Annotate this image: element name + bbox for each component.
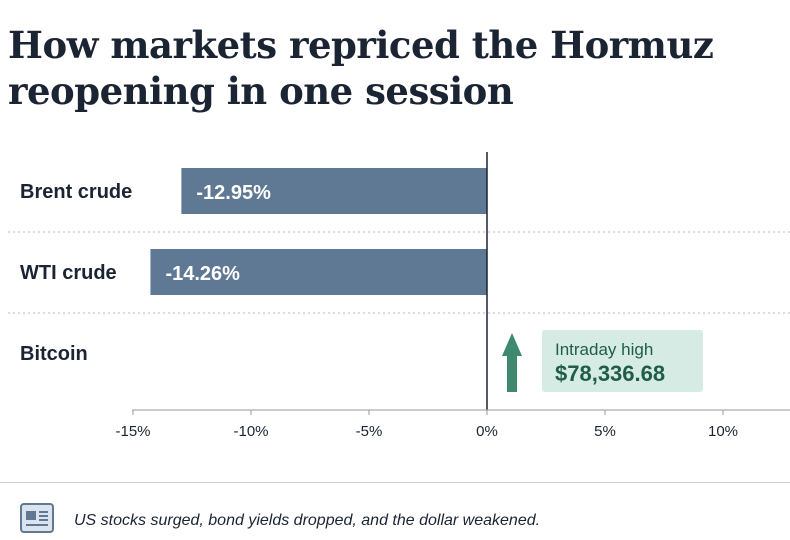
bar-chart: Brent crude -12.95% WTI crude -14.26% Bitcoi…: [8, 152, 790, 440]
annotation-value: $78,336.68: [555, 361, 665, 386]
annotation-label: Intraday high: [555, 340, 653, 359]
x-tick-label: 10%: [708, 423, 738, 440]
chart-title: How markets repriced the Hormuz reopenin…: [8, 23, 714, 113]
bar-value-label: -14.26%: [165, 263, 240, 285]
bar: [181, 168, 487, 214]
footer: US stocks surged, bond yields dropped, a…: [20, 502, 540, 539]
x-tick-label: -5%: [356, 423, 383, 440]
category-label: WTI crude: [20, 262, 117, 284]
arrow-up-icon: [502, 333, 522, 392]
bar-value-label: -12.95%: [196, 182, 271, 204]
footnote-text: US stocks surged, bond yields dropped, a…: [74, 511, 541, 529]
x-tick-label: -10%: [233, 423, 268, 440]
category-label: Brent crude: [20, 181, 132, 203]
x-tick-label: 0%: [476, 423, 498, 440]
bar: [150, 249, 488, 295]
annotation-box: [542, 330, 703, 392]
category-label: Bitcoin: [20, 343, 88, 365]
footer-divider: [0, 482, 790, 483]
newspaper-icon: [20, 502, 56, 539]
x-tick-label: 5%: [594, 423, 616, 440]
x-tick-label: -15%: [115, 423, 150, 440]
